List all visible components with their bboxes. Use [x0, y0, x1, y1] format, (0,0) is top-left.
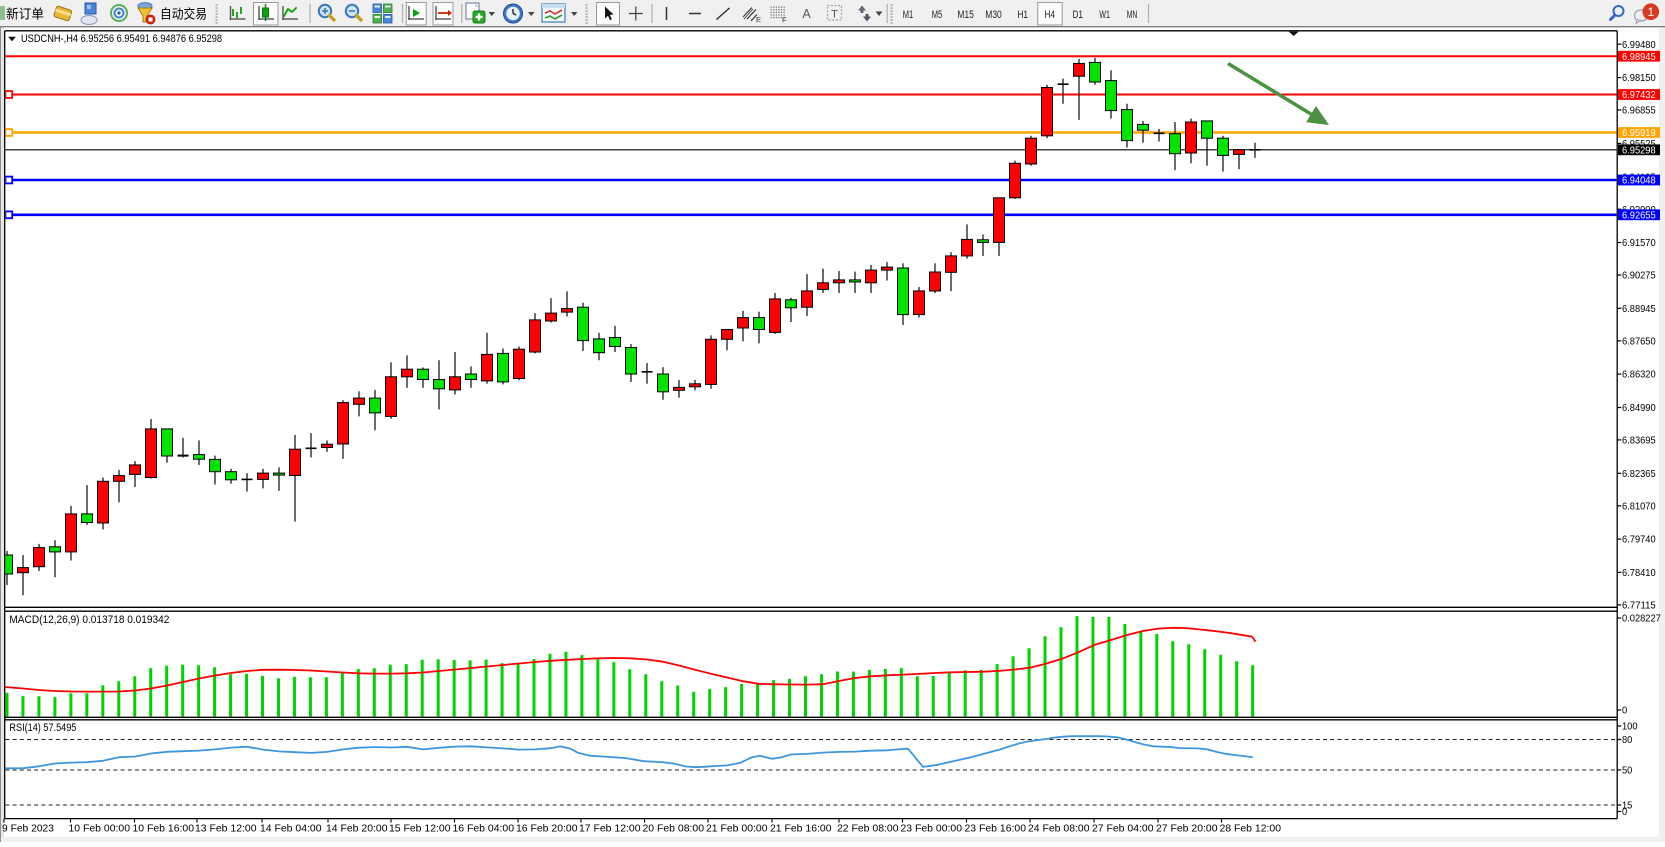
- svg-text:T: T: [831, 9, 838, 21]
- svg-text:0: 0: [1622, 706, 1627, 717]
- svg-text:新订单: 新订单: [6, 7, 44, 22]
- svg-text:28 Feb 12:00: 28 Feb 12:00: [1220, 824, 1282, 835]
- svg-text:14 Feb 20:00: 14 Feb 20:00: [326, 824, 388, 835]
- svg-text:6.98945: 6.98945: [1622, 52, 1656, 63]
- svg-text:6.98150: 6.98150: [1622, 73, 1656, 84]
- svg-text:自动交易: 自动交易: [160, 7, 207, 22]
- svg-text:50: 50: [1622, 766, 1633, 777]
- svg-text:M15: M15: [957, 9, 974, 21]
- svg-text:RSI(14) 57.5495: RSI(14) 57.5495: [9, 722, 76, 734]
- svg-text:H4: H4: [1045, 9, 1056, 21]
- svg-text:10 Feb 16:00: 10 Feb 16:00: [133, 824, 195, 835]
- svg-text:6.92655: 6.92655: [1622, 210, 1656, 221]
- svg-text:15: 15: [1622, 801, 1633, 812]
- svg-text:23 Feb 00:00: 23 Feb 00:00: [901, 824, 963, 835]
- svg-text:6.88945: 6.88945: [1622, 304, 1656, 315]
- svg-text:MACD(12,26,9) 0.013718 0.01934: MACD(12,26,9) 0.013718 0.019342: [9, 614, 169, 626]
- svg-text:6.77115: 6.77115: [1622, 601, 1656, 612]
- svg-text:6.84990: 6.84990: [1622, 403, 1656, 414]
- svg-text:D1: D1: [1072, 9, 1083, 21]
- svg-text:W1: W1: [1099, 9, 1110, 21]
- svg-text:13 Feb 12:00: 13 Feb 12:00: [195, 824, 257, 835]
- svg-text:M5: M5: [932, 9, 943, 21]
- svg-text:6.96855: 6.96855: [1622, 106, 1656, 117]
- svg-text:0: 0: [1622, 807, 1627, 818]
- svg-text:F: F: [782, 16, 787, 25]
- svg-text:M1: M1: [903, 9, 914, 21]
- svg-text:MN: MN: [1127, 9, 1138, 21]
- svg-text:9 Feb 2023: 9 Feb 2023: [2, 824, 54, 835]
- svg-text:16 Feb 04:00: 16 Feb 04:00: [453, 824, 515, 835]
- svg-text:6.83695: 6.83695: [1622, 436, 1656, 447]
- svg-text:21 Feb 00:00: 21 Feb 00:00: [706, 824, 768, 835]
- svg-text:6.82365: 6.82365: [1622, 469, 1656, 480]
- svg-text:6.78410: 6.78410: [1622, 568, 1656, 579]
- svg-text:20 Feb 08:00: 20 Feb 08:00: [643, 824, 705, 835]
- svg-text:6.94048: 6.94048: [1622, 176, 1656, 187]
- svg-text:H1: H1: [1017, 9, 1028, 21]
- svg-text:1: 1: [1647, 5, 1654, 19]
- svg-text:6.95298: 6.95298: [1622, 145, 1656, 156]
- svg-text:27 Feb 20:00: 27 Feb 20:00: [1156, 824, 1218, 835]
- svg-text:100: 100: [1622, 722, 1638, 733]
- svg-text:6.79740: 6.79740: [1622, 535, 1656, 546]
- svg-text:6.97432: 6.97432: [1622, 90, 1656, 101]
- svg-text:17 Feb 12:00: 17 Feb 12:00: [579, 824, 641, 835]
- svg-text:23 Feb 16:00: 23 Feb 16:00: [965, 824, 1027, 835]
- svg-text:6.91570: 6.91570: [1622, 238, 1656, 249]
- svg-text:6.99480: 6.99480: [1622, 40, 1656, 51]
- svg-text:0.028227: 0.028227: [1622, 614, 1661, 625]
- svg-text:24 Feb 08:00: 24 Feb 08:00: [1028, 824, 1090, 835]
- svg-text:10 Feb 00:00: 10 Feb 00:00: [69, 824, 131, 835]
- svg-text:E: E: [756, 15, 761, 24]
- svg-text:6.81070: 6.81070: [1622, 501, 1656, 512]
- svg-text:6.90275: 6.90275: [1622, 271, 1656, 282]
- svg-text:15 Feb 12:00: 15 Feb 12:00: [389, 824, 451, 835]
- svg-text:27 Feb 04:00: 27 Feb 04:00: [1092, 824, 1154, 835]
- svg-text:16 Feb 20:00: 16 Feb 20:00: [516, 824, 578, 835]
- svg-text:21 Feb 16:00: 21 Feb 16:00: [770, 824, 832, 835]
- svg-text:M30: M30: [985, 9, 1002, 21]
- svg-text:6.95919: 6.95919: [1622, 128, 1656, 139]
- svg-text:80: 80: [1622, 735, 1633, 746]
- svg-text:USDCNH-,H4 6.95256 6.95491 6.: USDCNH-,H4 6.95256 6.95491 6.94876 6.952…: [21, 33, 222, 45]
- svg-text:6.86320: 6.86320: [1622, 370, 1656, 381]
- svg-text:14 Feb 04:00: 14 Feb 04:00: [260, 824, 322, 835]
- svg-text:22 Feb 08:00: 22 Feb 08:00: [837, 824, 899, 835]
- svg-text:A: A: [802, 7, 811, 21]
- svg-text:6.87650: 6.87650: [1622, 336, 1656, 347]
